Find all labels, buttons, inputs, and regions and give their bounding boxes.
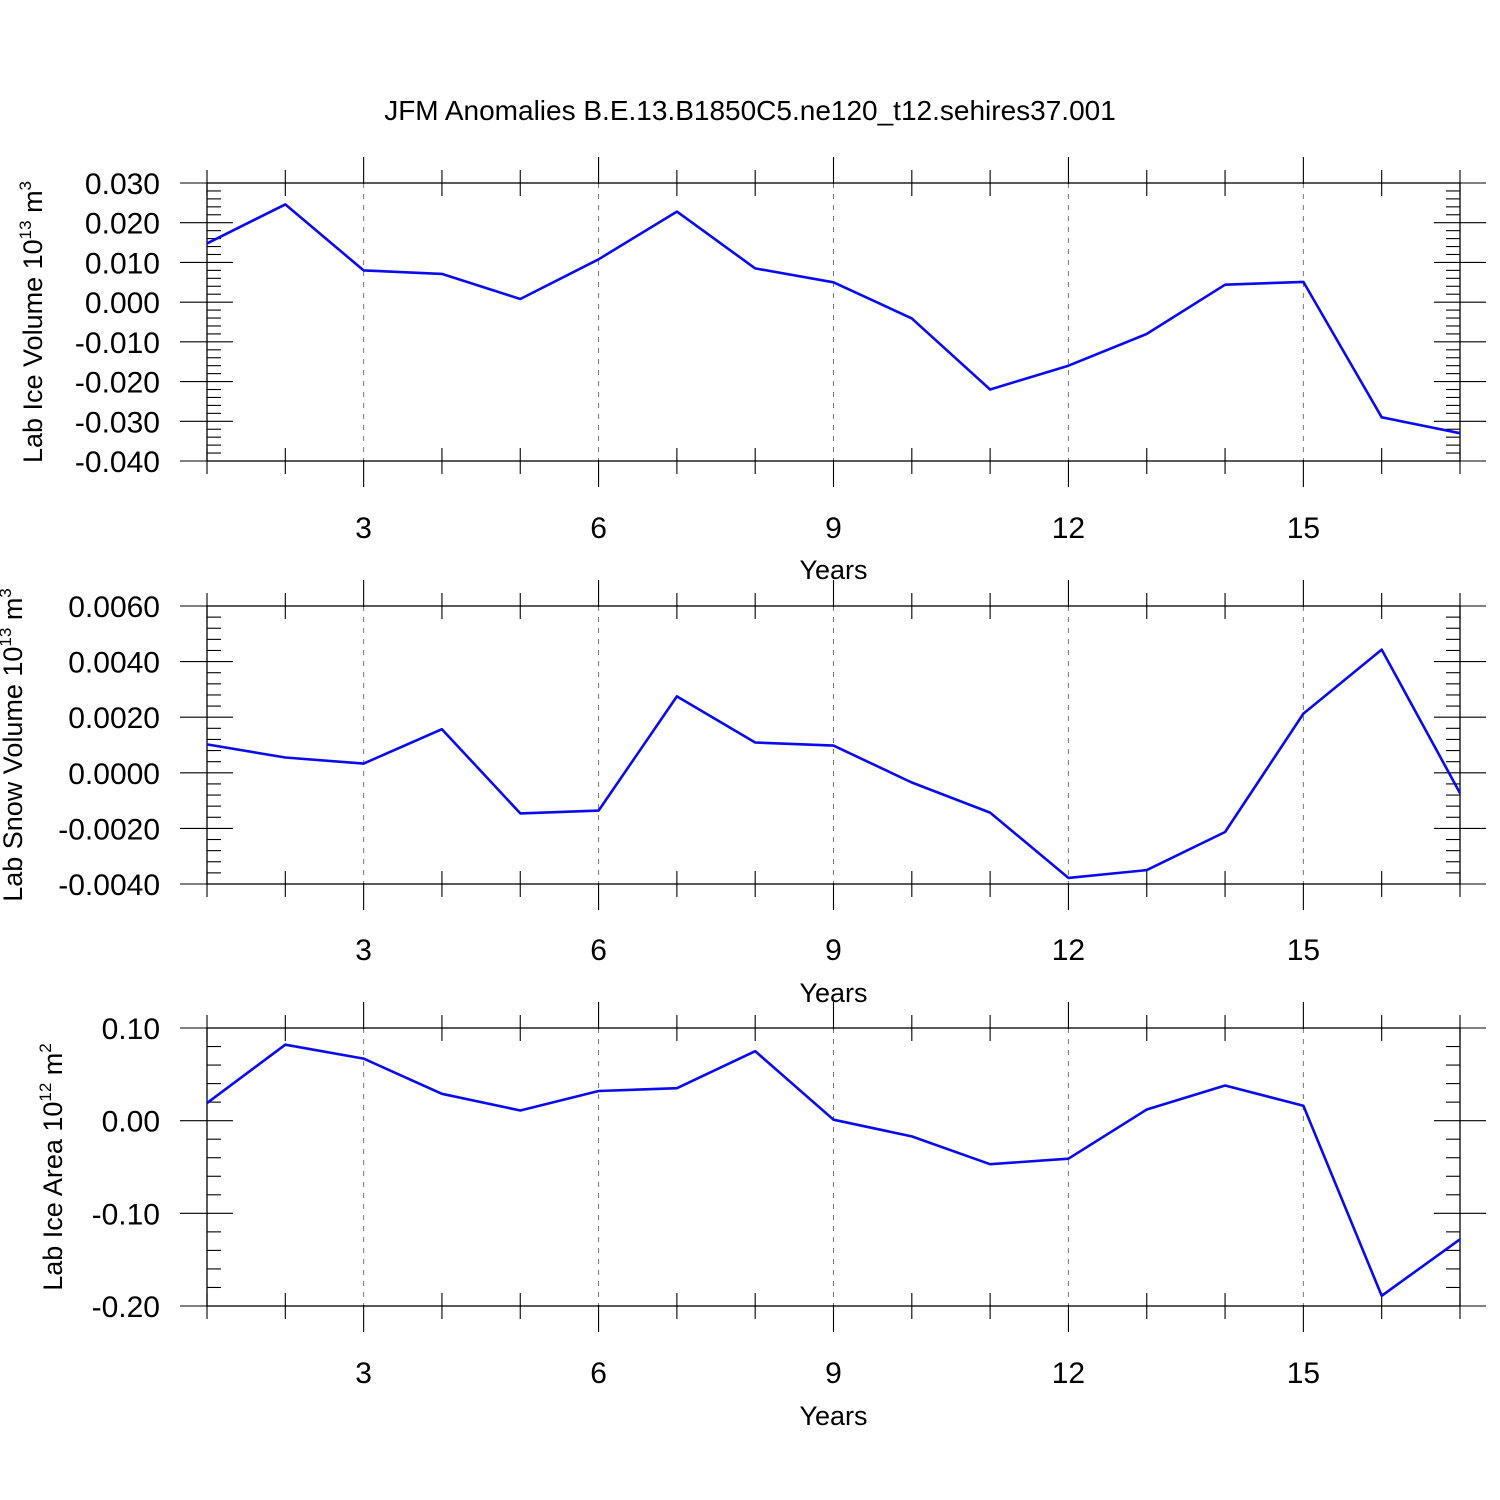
x-tick-label: 9 [825, 512, 842, 545]
figure-title: JFM Anomalies B.E.13.B1850C5.ne120_t12.s… [384, 95, 1116, 126]
x-axis-label: Years [799, 1401, 867, 1431]
x-tick-label: 3 [355, 1357, 372, 1390]
y-tick-label: 0.0000 [68, 758, 160, 791]
y-tick-label: -0.040 [75, 446, 160, 479]
panel-ice-volume: 0.030 0.020 0.010 0.000 -0.010 -0.020 -0.030 -0… [16, 157, 1486, 585]
y-tick-label: 0.030 [85, 168, 160, 201]
x-tick-label: 6 [590, 934, 607, 967]
y-tick-label: 0.020 [85, 208, 160, 241]
x-tick-label: 3 [355, 934, 372, 967]
x-tick-label: 6 [590, 1357, 607, 1390]
y-tick-label: -0.010 [75, 327, 160, 360]
x-tick-label: 9 [825, 934, 842, 967]
y-axis-label: Lab Ice Volume 1013 m3 [16, 181, 48, 463]
x-tick-label: 15 [1287, 1357, 1320, 1390]
y-tick-label: -0.10 [92, 1198, 160, 1231]
plot-frame [206, 1027, 1461, 1307]
panel-ice-area: 0.10 0.00 -0.10 -0.20 3 6 9 12 15 Years Lab Ice Ar… [36, 1002, 1486, 1431]
y-tick-label: 0.010 [85, 247, 160, 280]
y-tick-label: 0.10 [102, 1013, 160, 1046]
x-tick-label: 12 [1052, 1357, 1085, 1390]
y-axis-label: Lab Ice Area 1012 m2 [36, 1043, 68, 1291]
y-tick-label: -0.0040 [58, 869, 160, 902]
y-axis-label: Lab Snow Volume 1013 m3 [0, 588, 28, 902]
x-tick-label: 12 [1052, 934, 1085, 967]
panel-snow-volume: 0.0060 0.0040 0.0020 0.0000 -0.0020 -0.0040 3 6… [0, 580, 1486, 1008]
y-tick-label: 0.0060 [68, 591, 160, 624]
x-tick-label: 3 [355, 512, 372, 545]
y-tick-label: -0.20 [92, 1291, 160, 1324]
y-tick-label: -0.030 [75, 406, 160, 439]
x-tick-label: 9 [825, 1357, 842, 1390]
y-tick-label: 0.0040 [68, 647, 160, 680]
series-line [206, 203, 1461, 435]
x-tick-label: 15 [1287, 934, 1320, 967]
y-tick-label: 0.0020 [68, 702, 160, 735]
y-tick-label: -0.020 [75, 367, 160, 400]
x-tick-label: 6 [590, 512, 607, 545]
y-tick-label: -0.0020 [58, 813, 160, 846]
x-tick-label: 12 [1052, 512, 1085, 545]
y-tick-label: 0.00 [102, 1106, 160, 1139]
plot-frame [206, 182, 1461, 462]
y-tick-label: 0.000 [85, 287, 160, 320]
series-line [206, 648, 1462, 880]
series-line [206, 1043, 1461, 1298]
x-tick-label: 15 [1287, 512, 1320, 545]
